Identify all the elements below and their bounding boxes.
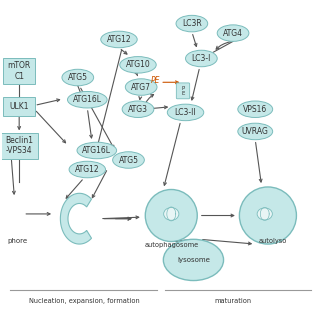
Text: ATG10: ATG10	[126, 60, 150, 69]
Circle shape	[145, 189, 197, 242]
Text: phore: phore	[8, 238, 28, 244]
Text: mTOR
C1: mTOR C1	[8, 61, 31, 81]
Text: Beclin1
-VPS34: Beclin1 -VPS34	[5, 136, 33, 156]
Ellipse shape	[186, 50, 217, 67]
Ellipse shape	[217, 25, 249, 41]
Text: LC3-I: LC3-I	[192, 54, 211, 63]
Ellipse shape	[176, 15, 208, 32]
Text: ATG5: ATG5	[68, 73, 88, 82]
Text: ATG7: ATG7	[131, 83, 151, 92]
Text: Nucleation, expansion, formation: Nucleation, expansion, formation	[29, 298, 140, 304]
FancyBboxPatch shape	[176, 83, 190, 99]
Text: PE: PE	[151, 76, 160, 85]
Text: ATG16L: ATG16L	[73, 95, 102, 104]
Ellipse shape	[167, 104, 204, 121]
Text: lysosome: lysosome	[177, 257, 210, 263]
Ellipse shape	[69, 161, 106, 178]
Ellipse shape	[101, 31, 137, 48]
Text: ULK1: ULK1	[9, 101, 29, 111]
Text: UVRAG: UVRAG	[242, 127, 269, 136]
FancyBboxPatch shape	[1, 132, 38, 159]
Text: autolyso: autolyso	[259, 238, 287, 244]
Ellipse shape	[164, 208, 179, 220]
Text: ATG12: ATG12	[75, 165, 100, 174]
Polygon shape	[60, 193, 92, 244]
FancyBboxPatch shape	[3, 97, 36, 116]
Text: ATG16L: ATG16L	[82, 146, 111, 155]
Text: autophagosome: autophagosome	[144, 242, 198, 248]
Ellipse shape	[125, 79, 157, 95]
Text: ATG5: ATG5	[118, 156, 139, 164]
Text: LC3R: LC3R	[182, 19, 202, 28]
Text: P
E: P E	[181, 86, 185, 96]
Ellipse shape	[238, 123, 273, 140]
Text: VPS16: VPS16	[243, 105, 268, 114]
Text: ATG3: ATG3	[128, 105, 148, 114]
Text: ATG12: ATG12	[107, 35, 131, 44]
Text: LC3-II: LC3-II	[175, 108, 196, 117]
Ellipse shape	[122, 101, 154, 117]
Ellipse shape	[77, 142, 116, 159]
Ellipse shape	[163, 239, 224, 281]
FancyBboxPatch shape	[3, 58, 36, 84]
Ellipse shape	[257, 208, 272, 220]
Ellipse shape	[62, 69, 94, 86]
Ellipse shape	[68, 92, 107, 108]
Ellipse shape	[113, 152, 144, 168]
Text: maturation: maturation	[214, 298, 252, 304]
Text: ATG4: ATG4	[223, 28, 243, 38]
Ellipse shape	[120, 57, 156, 73]
Circle shape	[239, 187, 296, 244]
Ellipse shape	[238, 101, 273, 117]
